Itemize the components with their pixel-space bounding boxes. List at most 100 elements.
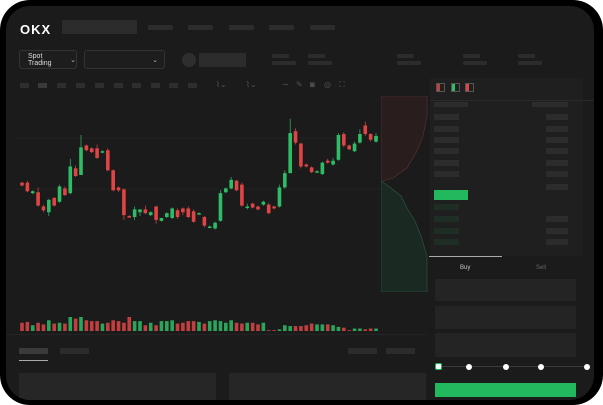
volume-bar (89, 321, 94, 331)
nav-item[interactable] (148, 25, 173, 30)
slider-step-100[interactable] (584, 364, 590, 370)
assets-card (229, 373, 426, 400)
volume-bar (352, 328, 357, 331)
tab-open-orders[interactable] (19, 348, 48, 354)
volume-bar (148, 322, 153, 331)
market-type-label: Spot Trading (28, 52, 52, 67)
slider-step-75[interactable] (538, 364, 544, 370)
fullscreen-icon[interactable]: ⛶ (339, 80, 345, 89)
ask-row-price[interactable] (434, 114, 459, 120)
settings-icon[interactable]: ◎ (324, 80, 331, 89)
amount-input[interactable] (435, 306, 576, 329)
bid-row-price[interactable] (434, 228, 459, 234)
tab-buy[interactable]: Buy (460, 265, 471, 271)
pencil-icon[interactable]: ✎ (296, 80, 303, 89)
ask-row-price[interactable] (434, 171, 459, 177)
buy-button[interactable] (435, 383, 576, 397)
volume-bar (132, 321, 137, 331)
volume-bar (240, 323, 244, 331)
timeframe-button[interactable] (76, 83, 85, 88)
order-book-both-icon[interactable] (436, 83, 445, 92)
candle-body (84, 145, 89, 151)
volume-bar (100, 323, 105, 331)
nav-item[interactable] (188, 25, 213, 30)
volume-bar (358, 328, 362, 331)
chart-type-icon[interactable]: ⌇⌄ (216, 80, 227, 89)
ask-row-amount (546, 137, 568, 143)
depth-chart (381, 96, 428, 292)
candle-body (106, 150, 110, 171)
timeframe-button[interactable] (20, 83, 29, 88)
candle-body (20, 182, 24, 186)
volume-bar (288, 326, 292, 331)
candle-body (68, 166, 73, 194)
camera-icon[interactable]: ◙ (310, 80, 315, 89)
ask-row-amount (546, 148, 568, 154)
candle-body (197, 213, 201, 215)
volume-bar (165, 321, 169, 331)
candle-body (159, 217, 164, 221)
bid-row-price[interactable] (434, 204, 459, 210)
filter-button[interactable] (348, 348, 377, 354)
candle-body (277, 187, 282, 207)
candle-body (154, 206, 158, 220)
slider-step-25[interactable] (466, 364, 472, 370)
ask-row-price[interactable] (434, 160, 459, 166)
tab-order-history[interactable] (60, 348, 89, 354)
indicator-icon[interactable]: ⌇⌄ (246, 80, 257, 89)
slider-step-50[interactable] (503, 364, 509, 370)
candle-body (47, 199, 51, 213)
timeframe-button[interactable] (132, 83, 141, 88)
volume-bar (57, 322, 62, 331)
timeframe-button[interactable] (57, 83, 66, 88)
order-book-buy-icon[interactable] (451, 83, 460, 92)
candle-body (331, 160, 335, 165)
divider (430, 100, 594, 101)
volume-bar (36, 322, 40, 331)
search-bar[interactable] (62, 20, 137, 34)
nav-item[interactable] (310, 25, 335, 30)
price-input[interactable] (435, 279, 576, 301)
volume-bar (320, 324, 325, 331)
volume-bar (79, 317, 83, 331)
timeframe-button[interactable] (169, 83, 178, 88)
tab-sell[interactable]: Sell (536, 265, 547, 271)
order-book-sell-icon[interactable] (465, 83, 474, 92)
trading-pair-select[interactable]: ⌄ (84, 50, 165, 69)
divider (6, 334, 426, 335)
nav-item[interactable] (269, 25, 294, 30)
volume-bar (84, 320, 89, 331)
volume-bar (191, 321, 196, 331)
mid-price (434, 190, 468, 200)
timeframe-button[interactable] (188, 83, 197, 88)
okx-logo[interactable]: OKX (20, 22, 52, 37)
amount-slider-handle[interactable] (435, 363, 442, 370)
total-input[interactable] (435, 333, 576, 357)
candle-body (224, 188, 228, 193)
ask-row-price[interactable] (434, 126, 459, 132)
volume-bar (73, 318, 78, 331)
timeframe-button[interactable] (114, 83, 123, 88)
ask-row-price[interactable] (434, 137, 459, 143)
nav-item[interactable] (229, 25, 254, 30)
volume-bar (363, 329, 368, 331)
timeframe-button-active[interactable] (38, 83, 47, 88)
bid-row-price[interactable] (434, 239, 459, 245)
line-tool-icon[interactable]: ∼ (282, 80, 289, 89)
market-type-select[interactable]: Spot Trading ⌄ (19, 50, 77, 69)
last-price (199, 53, 246, 67)
ask-row-price[interactable] (434, 148, 459, 154)
column-header-amount (532, 102, 568, 107)
ask-row-amount (546, 126, 568, 132)
bid-row-price[interactable] (434, 216, 459, 222)
volume-bar (68, 317, 73, 331)
amount-slider-track[interactable] (439, 366, 589, 367)
volume-bar (299, 326, 303, 331)
filter-button[interactable] (386, 348, 415, 354)
volume-bar (116, 321, 121, 331)
volume-bar (207, 321, 212, 331)
timeframe-button[interactable] (95, 83, 104, 88)
timeframe-button[interactable] (151, 83, 160, 88)
candlestick-chart[interactable] (6, 94, 382, 334)
volume-bar (30, 325, 35, 331)
